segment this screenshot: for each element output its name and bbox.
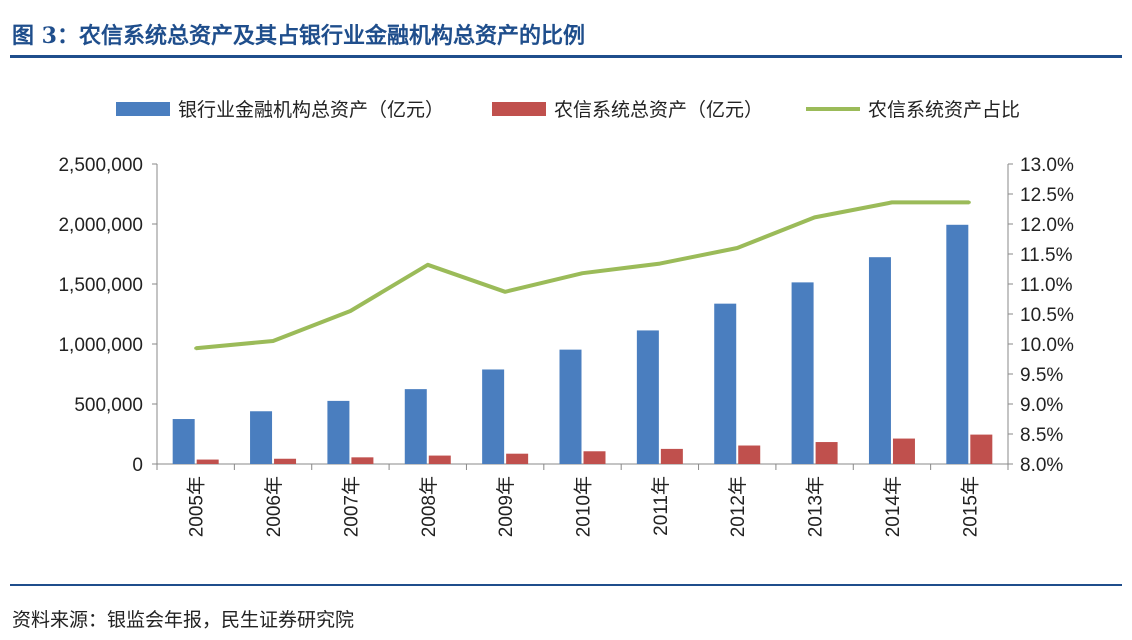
x-tick-label: 2006年 bbox=[263, 476, 285, 537]
right-tick-label: 8.5% bbox=[1020, 425, 1063, 446]
figure-title: 图 3：农信系统总资产及其占银行业金融机构总资产的比例 bbox=[12, 23, 585, 49]
right-tick-label: 9.0% bbox=[1020, 395, 1063, 416]
ratio-point bbox=[503, 290, 507, 294]
x-tick-label: 2014年 bbox=[882, 476, 904, 537]
x-tick-labels: 2005年 2006年 2007年 2008年 2009年 2010年 2011年 2012年… bbox=[186, 476, 982, 537]
ratio-line-group bbox=[194, 200, 971, 351]
x-tick-label: 2008年 bbox=[418, 476, 440, 537]
bank-assets-bar bbox=[714, 303, 737, 464]
rural-assets-bar bbox=[815, 442, 838, 464]
right-tick-label: 11.5% bbox=[1020, 245, 1073, 266]
combo-chart: 银行业金融机构总资产（亿元） 农信系统总资产（亿元） 农信系统资产占比 0 500,0… bbox=[58, 99, 1074, 537]
x-tick-label: 2013年 bbox=[805, 476, 827, 537]
right-tick-label: 10.5% bbox=[1020, 305, 1074, 326]
title-rule bbox=[10, 55, 1122, 58]
bank-assets-bar bbox=[946, 224, 969, 464]
rural-assets-bar bbox=[428, 455, 451, 464]
left-tick-label: 2,000,000 bbox=[58, 215, 143, 236]
legend: 银行业金融机构总资产（亿元） 农信系统总资产（亿元） 农信系统资产占比 bbox=[116, 99, 1020, 121]
x-tick-label: 2007年 bbox=[340, 476, 362, 537]
rural-assets-bar bbox=[738, 445, 761, 464]
bank-assets-bar bbox=[172, 419, 195, 464]
left-tick-label: 1,000,000 bbox=[58, 335, 143, 356]
ratio-point bbox=[581, 271, 584, 275]
bars bbox=[172, 224, 993, 464]
x-tick-label: 2011年 bbox=[650, 476, 672, 536]
rural-assets-bar bbox=[506, 453, 529, 464]
bank-assets-bar bbox=[250, 411, 273, 464]
left-tick-label: 0 bbox=[132, 455, 143, 476]
x-tick-label: 2005年 bbox=[186, 476, 208, 537]
ratio-point bbox=[813, 215, 817, 219]
right-tick-label: 9.5% bbox=[1020, 365, 1063, 386]
legend-label-rural: 农信系统总资产（亿元） bbox=[554, 99, 763, 121]
legend-swatch-bank bbox=[116, 102, 170, 116]
rural-assets-bar bbox=[892, 438, 915, 464]
bank-assets-bar bbox=[559, 349, 582, 464]
right-tick-label: 8.0% bbox=[1020, 455, 1063, 476]
ratio-point bbox=[967, 200, 971, 204]
ratio-point bbox=[658, 262, 662, 266]
rural-assets-bar bbox=[970, 434, 993, 464]
right-tick-label: 13.0% bbox=[1020, 155, 1074, 176]
ratio-point bbox=[348, 309, 352, 313]
footer-rule bbox=[10, 584, 1122, 586]
rural-assets-bar bbox=[196, 459, 219, 464]
ratio-point bbox=[271, 339, 275, 343]
right-tick-label: 10.0% bbox=[1020, 335, 1074, 356]
bank-assets-bar bbox=[404, 389, 427, 464]
bank-assets-bar bbox=[791, 282, 814, 464]
ratio-point bbox=[735, 246, 739, 250]
bank-assets-bar bbox=[868, 257, 891, 464]
rural-assets-bar bbox=[351, 457, 374, 464]
x-tick-label: 2010年 bbox=[573, 476, 595, 537]
ratio-point bbox=[426, 263, 430, 267]
x-tick-label: 2009年 bbox=[495, 476, 517, 537]
legend-label-bank: 银行业金融机构总资产（亿元） bbox=[178, 99, 444, 121]
rural-assets-bar bbox=[660, 448, 683, 464]
right-tick-label: 11.0% bbox=[1020, 275, 1073, 296]
source-note: 资料来源：银监会年报，民生证券研究院 bbox=[12, 609, 355, 631]
left-tick-label: 500,000 bbox=[74, 395, 143, 416]
ratio-line bbox=[195, 200, 970, 351]
right-tick-label: 12.0% bbox=[1020, 215, 1074, 236]
rural-assets-bar bbox=[583, 451, 606, 464]
axes: 0 500,000 1,000,000 1,500,000 2,000,000 2,500… bbox=[58, 155, 1074, 476]
right-tick-label: 12.5% bbox=[1020, 185, 1074, 206]
bank-assets-bar bbox=[482, 369, 505, 464]
bank-assets-bar bbox=[636, 330, 659, 464]
legend-label-ratio: 农信系统资产占比 bbox=[868, 99, 1020, 121]
ratio-point bbox=[890, 200, 894, 204]
left-tick-label: 2,500,000 bbox=[58, 155, 143, 176]
legend-swatch-rural bbox=[492, 102, 546, 116]
x-tick-label: 2015年 bbox=[959, 476, 981, 537]
bank-assets-bar bbox=[327, 400, 350, 464]
ratio-point bbox=[194, 346, 198, 350]
x-tick-label: 2012年 bbox=[727, 476, 749, 537]
left-tick-label: 1,500,000 bbox=[58, 275, 143, 296]
rural-assets-bar bbox=[274, 458, 297, 464]
